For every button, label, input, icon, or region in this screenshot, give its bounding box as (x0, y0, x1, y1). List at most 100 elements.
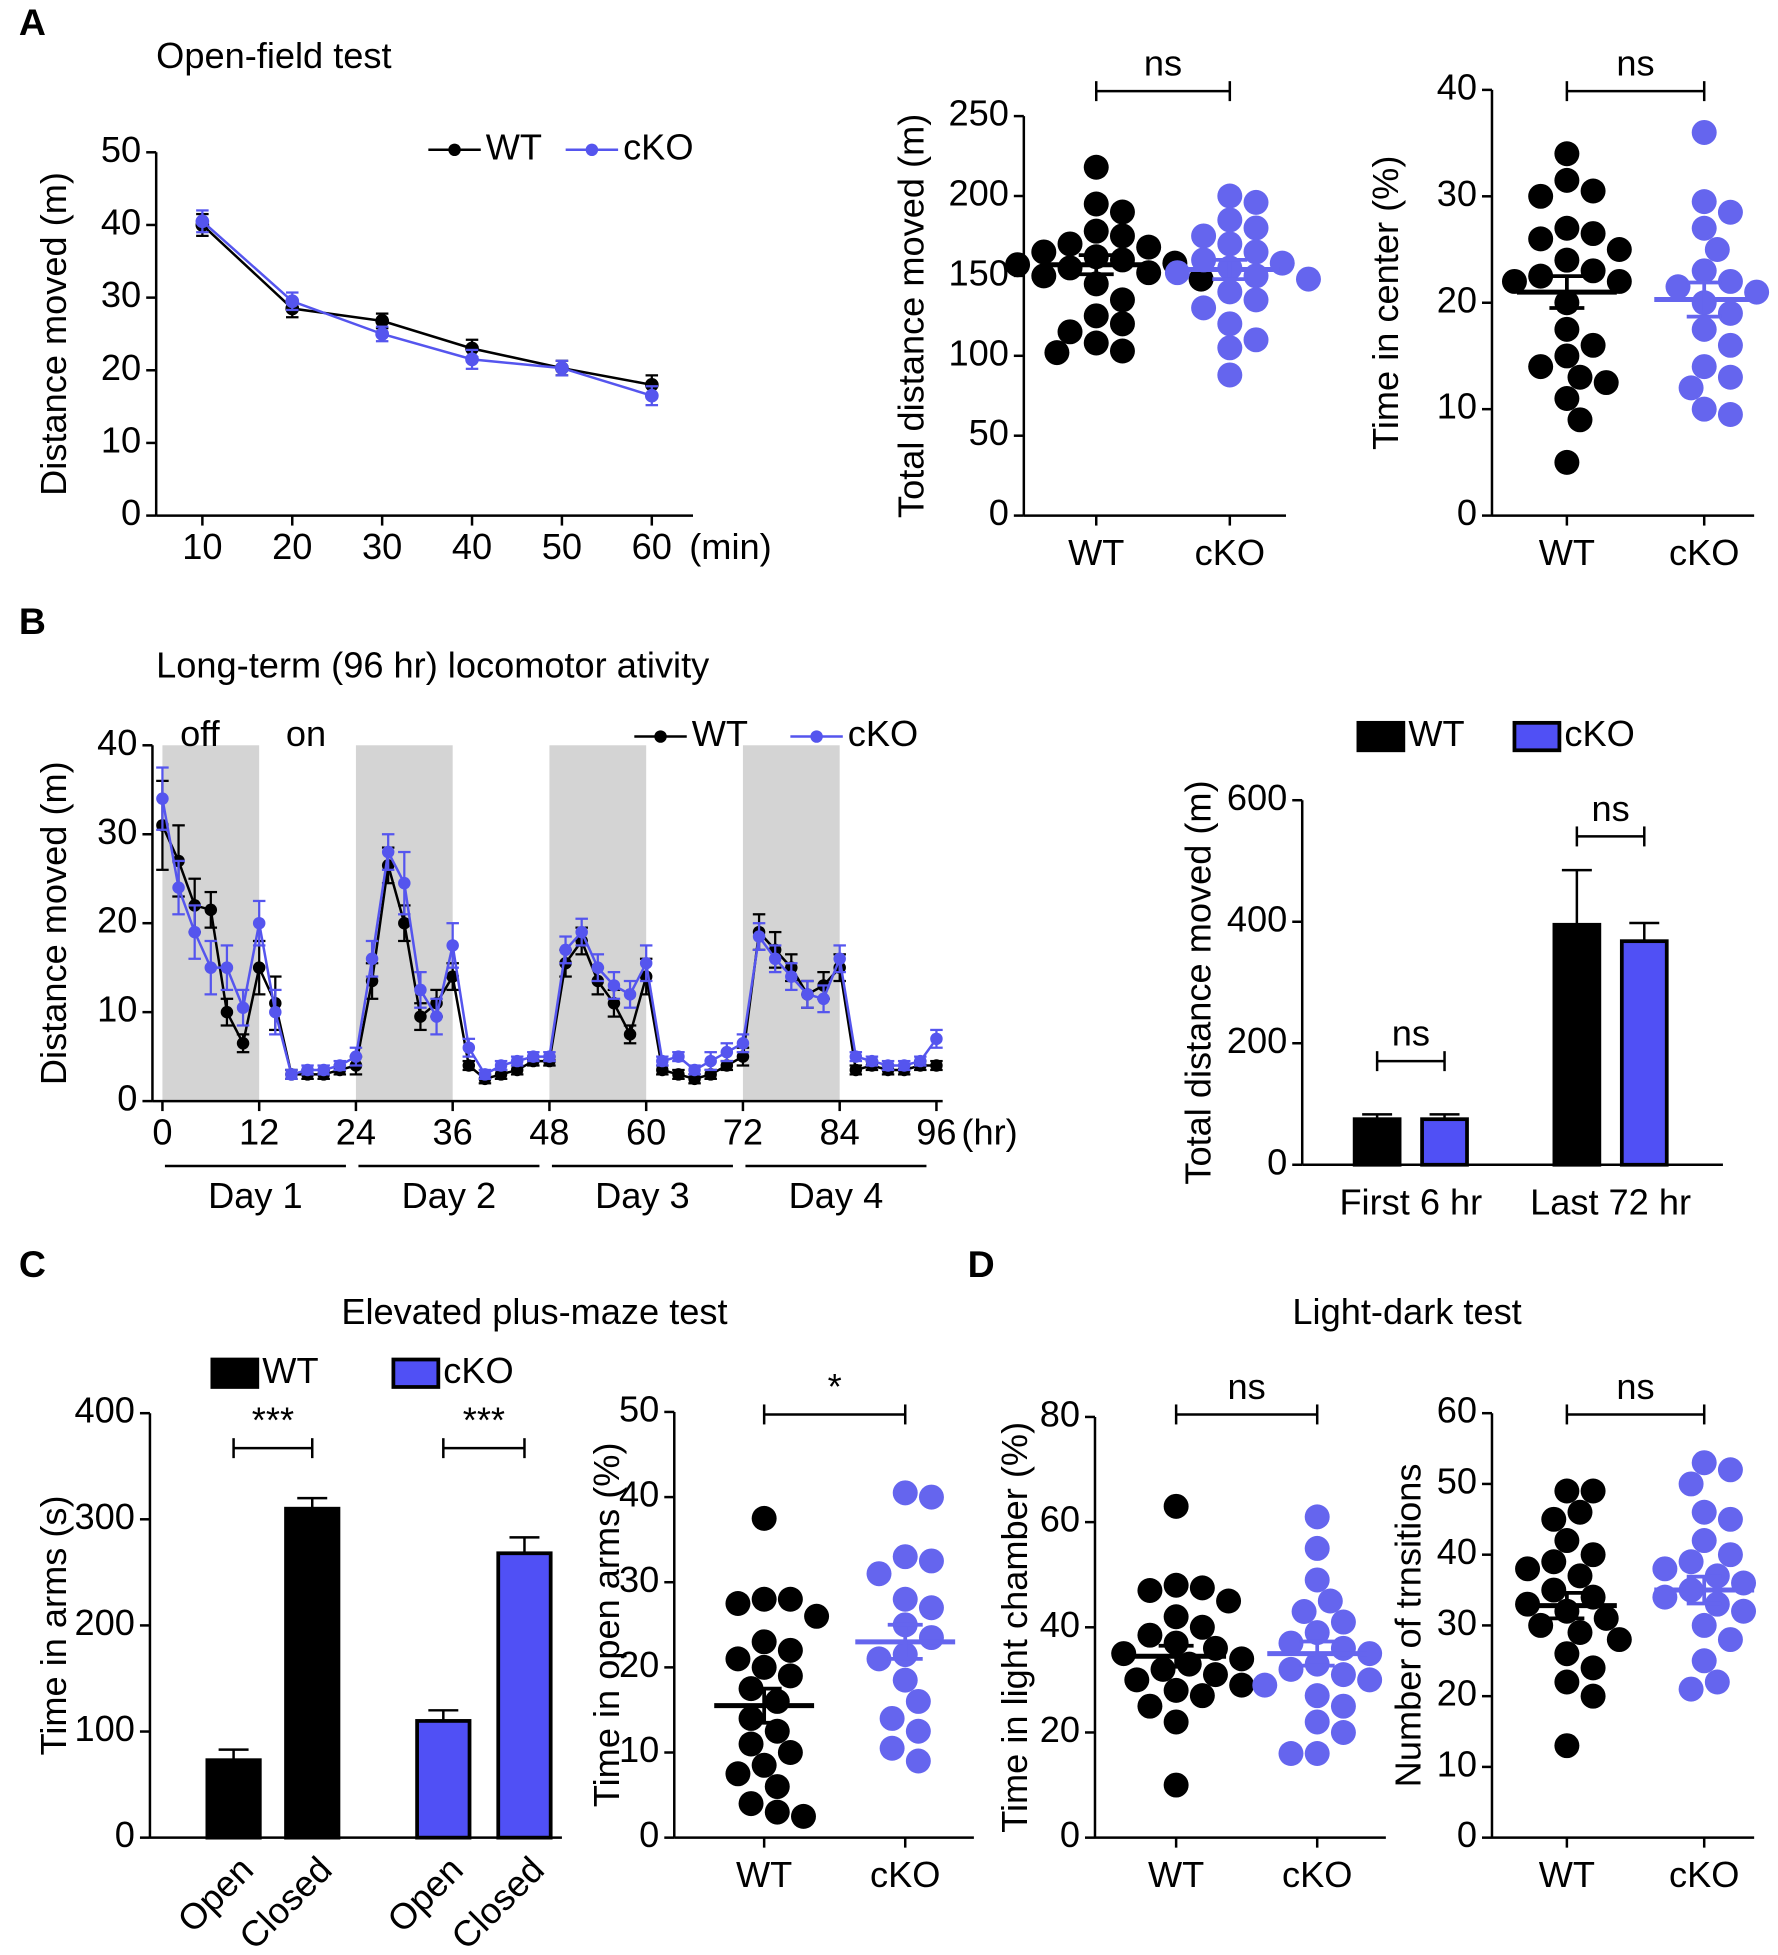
point (1191, 295, 1217, 321)
point (892, 1667, 918, 1693)
point (704, 1068, 717, 1081)
point (777, 1663, 803, 1689)
x-tick-label: 0 (152, 1111, 172, 1152)
point (1717, 1542, 1743, 1568)
point (1217, 279, 1243, 305)
bar (1552, 922, 1602, 1167)
point (897, 1059, 911, 1072)
x-axis-label: (hr) (961, 1111, 1017, 1152)
point (656, 1054, 669, 1068)
y-axis-label: Total distance moved (m) (891, 114, 932, 518)
y-tick-label: 50 (1437, 1460, 1477, 1501)
y-tick-label: 30 (619, 1559, 659, 1600)
point (172, 881, 185, 894)
point (1691, 316, 1717, 342)
x-tick-label: 36 (433, 1111, 473, 1152)
point (738, 1731, 764, 1757)
point (656, 1063, 669, 1077)
point (1083, 154, 1109, 180)
point (1580, 178, 1606, 204)
y-tick-label: 0 (639, 1814, 659, 1855)
point (905, 1688, 931, 1714)
y-tick-label: 150 (948, 252, 1008, 293)
point (1717, 1506, 1743, 1532)
point (1691, 354, 1717, 380)
y-axis-label: Time in open arms (%) (586, 1442, 627, 1807)
point (414, 1010, 427, 1023)
y-tick-label: 40 (97, 722, 137, 763)
point (1357, 1667, 1383, 1693)
point (236, 1037, 250, 1050)
point (1691, 1648, 1717, 1674)
y-tick-label: 10 (1437, 1743, 1477, 1784)
x-tick-label: cKO (1669, 1854, 1739, 1895)
point (1330, 1693, 1356, 1719)
point (905, 1718, 931, 1744)
x-tick-label: 96 (916, 1111, 956, 1152)
point (704, 1054, 717, 1068)
point (881, 1059, 895, 1072)
x-tick-label: 12 (239, 1111, 279, 1152)
y-tick-label: 0 (1457, 1814, 1477, 1855)
point (764, 1718, 790, 1744)
x-tick-label: First 6 hr (1339, 1181, 1482, 1222)
y-tick-label: 60 (1040, 1499, 1080, 1540)
point (1541, 1577, 1567, 1603)
point (1528, 354, 1554, 380)
point (1191, 247, 1217, 273)
point (1330, 1635, 1356, 1661)
y-tick-label: 20 (101, 347, 141, 388)
point (1567, 364, 1593, 390)
y-tick-label: 20 (1437, 1673, 1477, 1714)
y-tick-label: 30 (1437, 1602, 1477, 1643)
point (639, 956, 653, 970)
point (156, 792, 169, 805)
point (1163, 1677, 1189, 1703)
point (918, 1595, 944, 1621)
point (398, 916, 411, 930)
y-tick-label: 100 (75, 1708, 135, 1749)
point (1243, 239, 1269, 265)
point (1528, 263, 1554, 289)
point (591, 961, 605, 974)
point (446, 970, 459, 983)
x-tick-label: 48 (529, 1111, 569, 1152)
point (527, 1050, 540, 1063)
point (1554, 1669, 1580, 1695)
y-tick-label: 10 (97, 989, 137, 1030)
bar (284, 1506, 341, 1840)
point (918, 1548, 944, 1574)
point (672, 1050, 685, 1063)
y-tick-label: 30 (97, 811, 137, 852)
point (285, 294, 300, 309)
point (1243, 189, 1269, 215)
point (1678, 1549, 1704, 1575)
point (1109, 287, 1135, 313)
point (644, 388, 659, 403)
point (1704, 1669, 1730, 1695)
y-tick-label: 250 (948, 93, 1008, 134)
point (1109, 338, 1135, 364)
point (1163, 1709, 1189, 1735)
point (333, 1059, 347, 1072)
point (1217, 362, 1243, 388)
x-tick-label: 60 (632, 526, 672, 567)
point (1217, 311, 1243, 337)
point (1295, 266, 1321, 292)
point (220, 961, 234, 974)
point (195, 214, 210, 229)
point (817, 992, 830, 1006)
point (220, 1005, 234, 1019)
panel-label: B (19, 600, 46, 642)
point (375, 314, 390, 328)
point (1304, 1567, 1330, 1593)
light-label: off (180, 713, 221, 754)
point (236, 1001, 250, 1014)
point (764, 1799, 790, 1825)
point (751, 1629, 777, 1655)
point (1593, 1605, 1619, 1631)
y-tick-label: 200 (1227, 1020, 1287, 1061)
point (764, 1774, 790, 1800)
point (892, 1544, 918, 1570)
